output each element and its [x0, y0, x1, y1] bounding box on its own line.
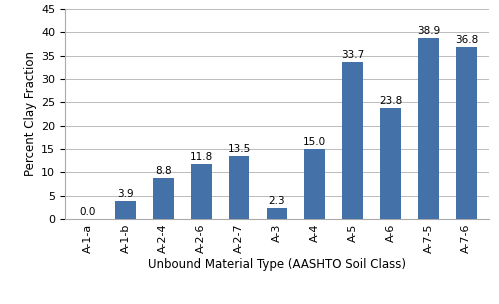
- Bar: [418, 38, 439, 219]
- Bar: [115, 201, 136, 219]
- Text: 15.0: 15.0: [303, 137, 326, 147]
- Bar: [229, 156, 250, 219]
- Bar: [380, 108, 401, 219]
- Bar: [153, 178, 174, 219]
- Text: 2.3: 2.3: [268, 196, 285, 206]
- Bar: [266, 208, 287, 219]
- X-axis label: Unbound Material Type (AASHTO Soil Class): Unbound Material Type (AASHTO Soil Class…: [148, 257, 406, 271]
- Y-axis label: Percent Clay Fraction: Percent Clay Fraction: [24, 51, 37, 177]
- Text: 0.0: 0.0: [79, 207, 96, 217]
- Text: 36.8: 36.8: [455, 36, 478, 46]
- Text: 11.8: 11.8: [190, 152, 213, 162]
- Text: 38.9: 38.9: [417, 26, 440, 36]
- Bar: [456, 47, 477, 219]
- Text: 3.9: 3.9: [117, 189, 134, 199]
- Text: 8.8: 8.8: [155, 166, 172, 176]
- Text: 23.8: 23.8: [379, 96, 402, 106]
- Text: 13.5: 13.5: [228, 144, 250, 154]
- Text: 33.7: 33.7: [341, 50, 364, 60]
- Bar: [191, 164, 212, 219]
- Bar: [304, 149, 325, 219]
- Bar: [342, 62, 363, 219]
